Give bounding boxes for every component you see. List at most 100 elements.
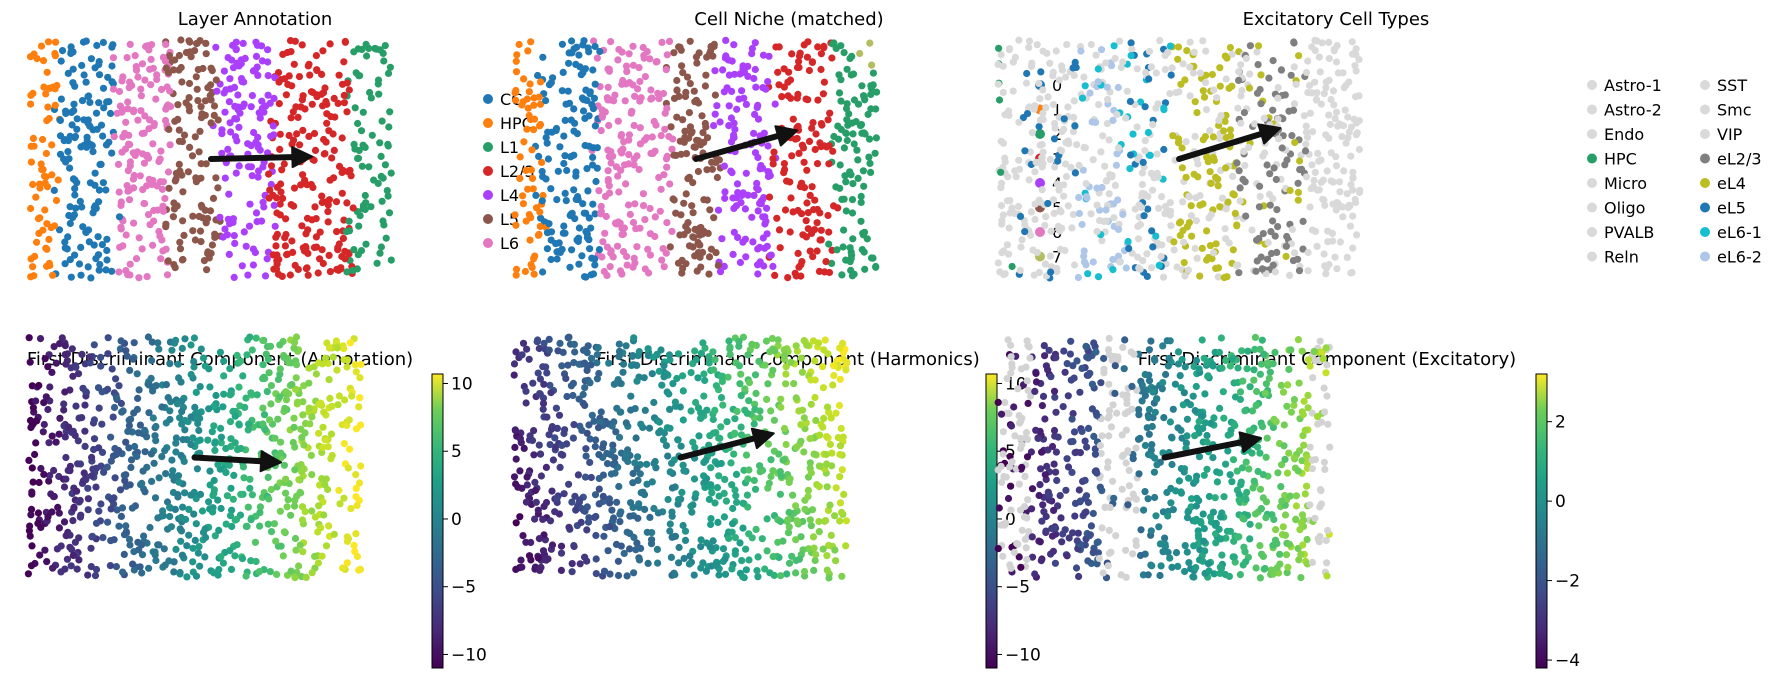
scatter-point [212,76,220,84]
scatter-point [776,490,785,498]
scatter-point [81,401,89,409]
scatter-point [66,164,74,172]
scatter-point [303,264,311,272]
scatter-point [675,543,683,552]
scatter-point [37,160,45,168]
scatter-point [144,333,152,341]
scatter-point [1192,382,1200,391]
scatter-point [198,203,206,211]
scatter-point [785,508,793,516]
scatter-point [30,450,39,459]
scatter-point [812,416,820,425]
scatter-point [41,206,49,214]
scatter-point [290,60,298,68]
scatter-point [832,557,840,565]
scatter-point [788,50,796,58]
scatter-point [115,213,124,221]
scatter-point [815,528,823,536]
scatter-point [179,188,187,196]
scatter-point [235,421,243,429]
scatter-point [512,265,521,273]
scatter-point [665,390,673,398]
scatter-point [1325,76,1333,84]
scatter-point [817,65,825,74]
scatter-point [604,83,612,91]
scatter-point [65,211,73,220]
scatter-point [304,271,312,279]
scatter-point [752,525,760,534]
scatter-point [678,62,686,70]
scatter-point [272,233,280,241]
scatter-point [1244,347,1252,355]
scatter-point [542,134,550,142]
scatter-point [1139,257,1147,265]
scatter-point [1290,100,1299,108]
scatter-point [570,421,578,429]
scatter-point [651,232,659,241]
scatter-point [1216,203,1224,211]
scatter-point [86,353,94,361]
scatter-point [159,247,167,255]
scatter-point [858,129,866,137]
scatter-point [1352,67,1360,75]
legend-label: eL5 [1717,199,1746,218]
scatter-point [860,248,868,256]
scatter-point [1151,493,1159,502]
scatter-point [629,42,637,50]
scatter-point [769,262,777,270]
scatter-point [133,370,141,378]
scatter-point [754,553,762,561]
scatter-point [239,372,247,380]
legend-marker [1700,251,1710,262]
scatter-point [823,460,831,468]
scatter-point [122,522,130,530]
scatter-point [276,200,284,208]
scatter-point [872,134,881,142]
scatter-point [247,516,255,524]
scatter-point [1290,39,1298,47]
scatter-point [1210,156,1218,165]
scatter-point [630,161,638,169]
scatter-point [1274,223,1282,231]
scatter-point [1113,409,1121,417]
scatter-point [107,537,115,545]
scatter-point [1317,500,1325,508]
scatter-point [1093,201,1101,209]
scatter-point [748,213,756,221]
scatter-point [572,168,580,176]
scatter-point [816,236,824,244]
scatter-point [1116,258,1124,266]
scatter-point [689,209,697,217]
scatter-point [117,337,125,345]
scatter-point [328,402,336,410]
scatter-point [522,387,530,395]
scatter-point [629,61,638,69]
scatter-point [1081,82,1089,90]
panel-title: Excitatory Cell Types [1243,9,1430,30]
legend-label: Micro [1604,174,1647,193]
scatter-point [1199,87,1207,95]
scatter-point [695,432,703,440]
scatter-point [823,552,831,560]
scatter-point [1080,247,1088,255]
scatter-point [1269,261,1277,269]
scatter-point [1015,480,1024,488]
scatter-point [155,227,163,236]
scatter-point [580,359,589,367]
scatter-point [857,121,866,129]
scatter-point [540,380,548,388]
scatter-point [343,268,351,276]
scatter-point [825,160,833,168]
scatter-point [259,404,267,412]
scatter-point [201,97,209,105]
scatter-point [607,159,615,167]
scatter-point [356,394,364,402]
scatter-point [324,218,332,226]
scatter-point [350,48,358,56]
scatter-point [330,94,338,102]
scatter-point [1141,137,1149,145]
scatter-point [845,110,853,118]
scatter-point [598,111,606,119]
scatter-point [701,119,709,128]
